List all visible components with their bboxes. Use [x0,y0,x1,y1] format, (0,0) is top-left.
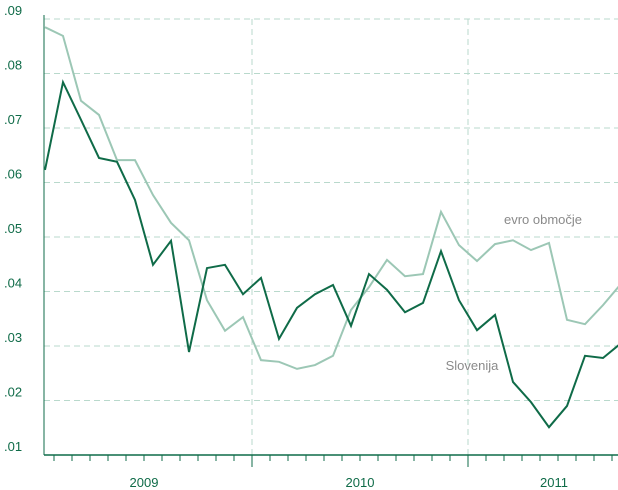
y-tick-label: .01 [4,439,22,454]
x-tick-label: 2009 [130,475,159,490]
x-tick-label: 2010 [346,475,375,490]
y-tick-label: .08 [4,58,22,73]
y-tick-label: .07 [4,112,22,127]
series-line [44,26,618,370]
x-tick-label: 2011 [540,475,568,490]
series-label: evro območje [504,212,582,227]
y-tick-label: .02 [4,385,22,400]
y-tick-label: .06 [4,167,22,182]
y-tick-label: .04 [4,276,22,291]
y-tick-label: .03 [4,330,22,345]
series-line [44,79,618,429]
y-tick-label: .05 [4,221,22,236]
series-label: Slovenija [446,358,500,373]
y-tick-label: .09 [4,3,22,18]
